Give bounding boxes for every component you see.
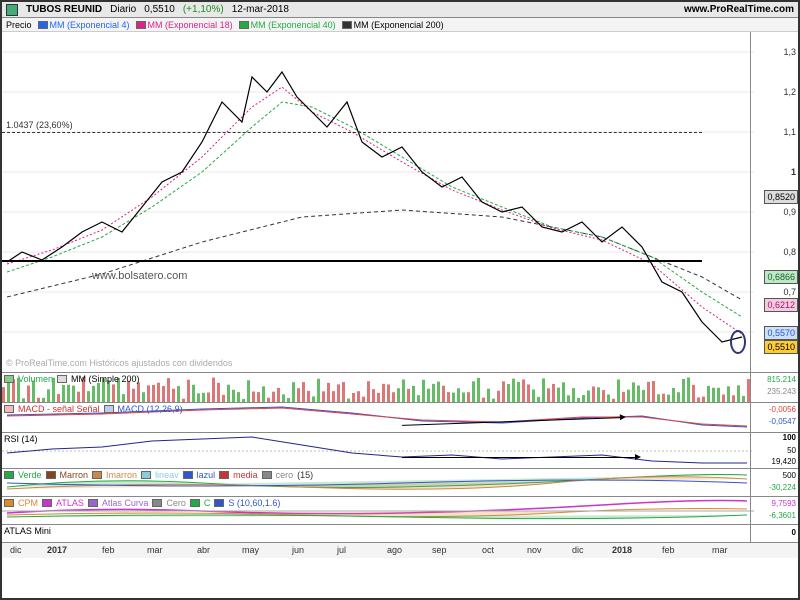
time-axis: dic2017febmarabrmayjunjulagosepoctnovdic… <box>2 542 798 558</box>
rsi-100: 100 <box>783 433 796 442</box>
vol-label: Volumen <box>18 374 53 384</box>
mm18-swatch <box>136 21 146 29</box>
mm40-label: MM (Exponencial 40) <box>251 20 336 30</box>
verde-val1: 500 <box>783 471 796 480</box>
mm18-label: MM (Exponencial 18) <box>148 20 233 30</box>
rsi-val: 19,420 <box>772 457 796 466</box>
verde-val2: -30,224 <box>769 483 796 492</box>
mm4-swatch <box>38 21 48 29</box>
mm18-last: 0,6212 <box>764 298 798 312</box>
atlas-label: ATLAS Mini <box>4 526 51 536</box>
vol-val1: 815.214 <box>767 375 796 384</box>
watermark: www.bolsatero.com <box>92 270 187 282</box>
precio-label: Precio <box>6 20 32 30</box>
symbol-name: TUBOS REUNID <box>26 4 102 15</box>
atlas-val: 0 <box>792 528 796 537</box>
vol-swatch <box>4 375 14 383</box>
timeframe: Diario <box>110 4 136 15</box>
price-chart[interactable]: 1.0437 (23,60%) www.bolsatero.com © ProR… <box>2 32 798 372</box>
volma-label: MM (Simple 200) <box>71 374 140 384</box>
mm200-swatch <box>342 21 352 29</box>
chart-header: TUBOS REUNID Diario 0,5510 (+1,10%) 12-m… <box>2 2 798 18</box>
macd-val1: -0,0056 <box>769 405 796 414</box>
copyright: © ProRealTime.com Históricos ajustados c… <box>6 358 232 368</box>
rsi-svg <box>2 433 754 469</box>
cpm-val1: 9,7593 <box>772 499 796 508</box>
price-svg <box>2 32 754 372</box>
verde-panel[interactable]: VerdeMarronImarronlineavlazulmediacero(1… <box>2 468 798 496</box>
macd-panel[interactable]: MACD - señal Señal MACD (12,26,9) -0,005… <box>2 402 798 432</box>
rsi-divergence-arrow <box>402 457 637 458</box>
mm40-swatch <box>239 21 249 29</box>
macd-label2: MACD (12,26,9) <box>118 404 183 414</box>
mm200-label: MM (Exponencial 200) <box>354 20 444 30</box>
mm4-last: 0,5570 <box>764 326 798 340</box>
fib-line <box>2 132 702 133</box>
cpm-val2: -6,3601 <box>769 511 796 520</box>
chart-container: TUBOS REUNID Diario 0,5510 (+1,10%) 12-m… <box>0 0 800 600</box>
site-link[interactable]: www.ProRealTime.com <box>684 4 794 15</box>
volume-panel[interactable]: Volumen MM (Simple 200) 815.214 235.243 <box>2 372 798 402</box>
main-legend: Precio MM (Exponencial 4) MM (Exponencia… <box>2 18 798 32</box>
highlight-circle <box>730 330 746 354</box>
chart-date: 12-mar-2018 <box>232 4 289 15</box>
volma-swatch <box>57 375 67 383</box>
price-y-axis: 0,60,70,80,911,11,21,3 0,8520 0,6866 0,6… <box>750 32 798 372</box>
price-change: (+1,10%) <box>183 4 224 15</box>
cpm-panel[interactable]: CPMATLASAtlas CurvaCeroCS (10,60,1.6) 9,… <box>2 496 798 524</box>
macd-swatch <box>104 405 114 413</box>
mm4-label: MM (Exponencial 4) <box>50 20 130 30</box>
fib-label: 1.0437 (23,60%) <box>6 120 73 130</box>
chart-icon <box>6 4 18 16</box>
mm40-last: 0,6866 <box>764 270 798 284</box>
rsi-panel[interactable]: RSI (14) 100 50 19,420 <box>2 432 798 468</box>
macd-label: MACD - señal Señal <box>18 404 100 414</box>
rsi-50: 50 <box>787 446 796 455</box>
macd-sig-swatch <box>4 405 14 413</box>
atlas-panel[interactable]: ATLAS Mini 0 <box>2 524 798 542</box>
last-price: 0,5510 <box>144 4 175 15</box>
support-line <box>2 260 702 262</box>
mm200-last: 0,8520 <box>764 190 798 204</box>
macd-val2: -0,0547 <box>769 417 796 426</box>
rsi-label: RSI (14) <box>4 434 38 444</box>
vol-val2: 235.243 <box>767 387 796 396</box>
price-last: 0,5510 <box>764 340 798 354</box>
